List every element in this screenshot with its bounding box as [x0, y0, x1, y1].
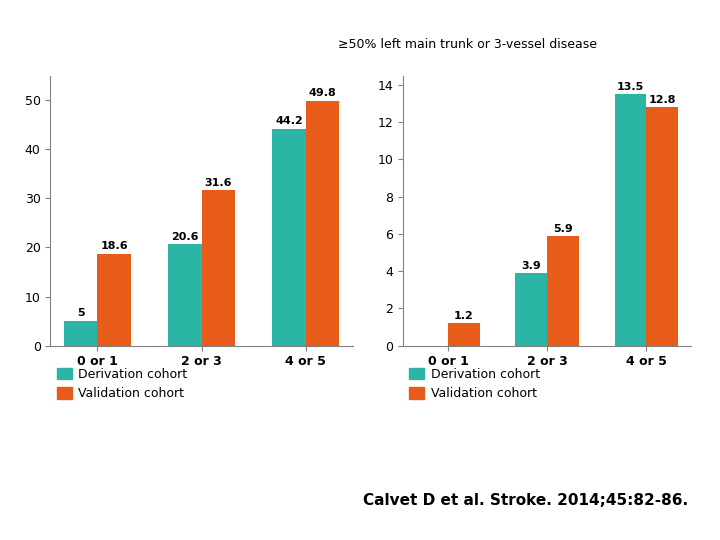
Text: 13.5: 13.5 — [617, 83, 644, 92]
Bar — [168, 245, 202, 346]
Text: 44.2: 44.2 — [275, 116, 303, 126]
Bar — [97, 254, 131, 346]
Text: 5.9: 5.9 — [553, 224, 573, 234]
Bar — [202, 191, 235, 346]
Text: Calvet D et al. Stroke. 2014;45:82-86.: Calvet D et al. Stroke. 2014;45:82-86. — [363, 492, 688, 508]
Text: 5: 5 — [77, 308, 85, 318]
Text: ≥50% left main trunk or 3-vessel disease: ≥50% left main trunk or 3-vessel disease — [338, 38, 598, 51]
Legend: Derivation cohort, Validation cohort: Derivation cohort, Validation cohort — [410, 368, 540, 400]
Bar — [615, 94, 647, 346]
Text: 12.8: 12.8 — [649, 96, 676, 105]
Legend: Derivation cohort, Validation cohort: Derivation cohort, Validation cohort — [57, 368, 187, 400]
Bar — [547, 236, 579, 346]
Bar — [448, 323, 480, 346]
Text: 49.8: 49.8 — [308, 88, 336, 98]
Bar — [272, 129, 306, 346]
Text: 20.6: 20.6 — [171, 232, 199, 241]
Bar — [647, 107, 678, 346]
Text: 31.6: 31.6 — [204, 178, 232, 187]
Text: 18.6: 18.6 — [100, 241, 128, 251]
Text: 3.9: 3.9 — [521, 261, 541, 271]
Bar — [516, 273, 547, 346]
Bar — [306, 101, 339, 346]
Bar — [64, 321, 97, 346]
Text: 1.2: 1.2 — [454, 312, 474, 321]
